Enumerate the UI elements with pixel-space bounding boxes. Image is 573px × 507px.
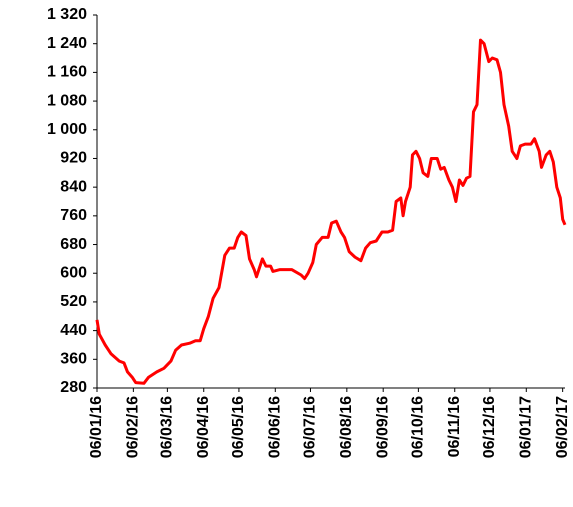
y-tick-label: 680 <box>60 236 87 253</box>
x-tick-label: 06/08/16 <box>338 396 355 458</box>
x-tick-label: 06/09/16 <box>374 396 391 458</box>
x-tick-label: 06/11/16 <box>446 396 463 458</box>
x-tick-label: 06/06/16 <box>267 396 284 458</box>
y-tick-label: 840 <box>60 178 87 195</box>
y-tick-label: 1 320 <box>47 6 87 23</box>
x-tick-label: 06/03/16 <box>159 396 176 458</box>
x-tick-label: 06/07/16 <box>302 396 319 458</box>
x-tick-label: 06/02/17 <box>554 396 571 458</box>
x-tick-label: 06/04/16 <box>195 396 212 458</box>
x-tick-label: 06/02/16 <box>125 396 142 458</box>
y-tick-label: 920 <box>60 150 87 167</box>
x-tick-label: 06/05/16 <box>230 396 247 458</box>
y-tick-label: 1 000 <box>47 121 87 138</box>
x-tick-label: 06/10/16 <box>410 396 427 458</box>
y-tick-label: 1 080 <box>47 92 87 109</box>
y-tick-label: 1 240 <box>47 35 87 52</box>
y-tick-label: 280 <box>60 379 87 396</box>
y-tick-label: 1 160 <box>47 64 87 81</box>
y-tick-label: 600 <box>60 264 87 281</box>
y-tick-label: 440 <box>60 322 87 339</box>
line-series <box>95 38 567 385</box>
y-tick-label: 520 <box>60 293 87 310</box>
x-tick-label: 06/12/16 <box>481 396 498 458</box>
y-tick-label: 760 <box>60 207 87 224</box>
y-tick-label: 360 <box>60 351 87 368</box>
x-tick-label: 06/01/16 <box>88 396 105 458</box>
x-tick-label: 06/01/17 <box>518 396 535 458</box>
